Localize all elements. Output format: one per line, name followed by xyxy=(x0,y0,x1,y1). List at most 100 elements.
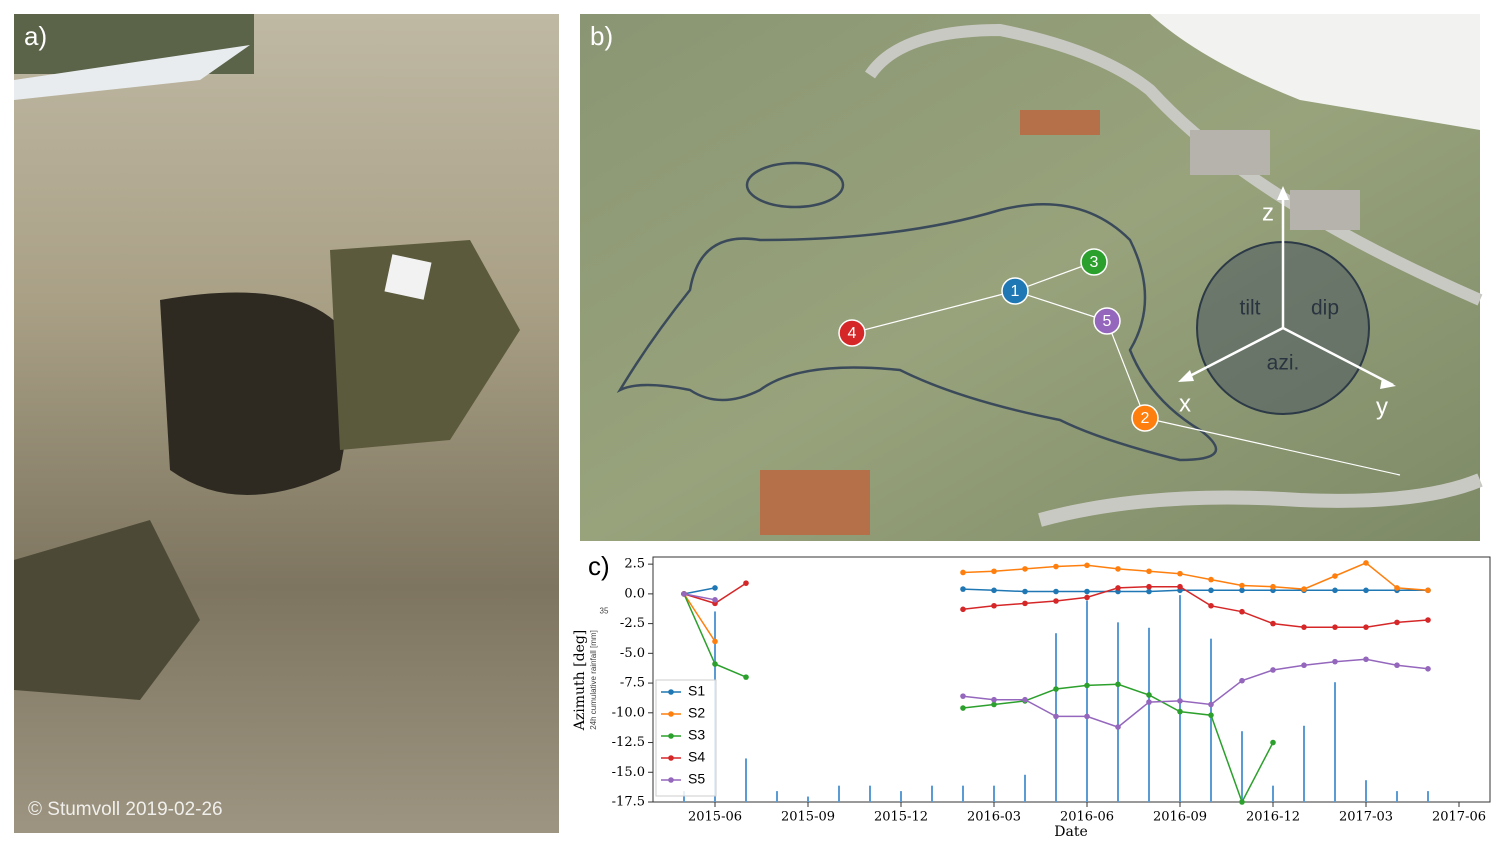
legend-label: S1 xyxy=(688,683,705,699)
legend-marker xyxy=(668,755,674,761)
legend-marker xyxy=(668,733,674,739)
map-outline xyxy=(616,203,1218,462)
series-point xyxy=(1239,608,1245,615)
x-tick-label: 2017-06 xyxy=(1432,810,1486,825)
y-tick-label: -2.5 xyxy=(620,616,645,631)
angle-label: dip xyxy=(1311,297,1339,320)
series-point xyxy=(743,580,749,586)
panel-label: c) xyxy=(588,551,610,581)
photo-snow xyxy=(14,45,250,100)
angle-label: tilt xyxy=(1240,297,1261,320)
legend-label: S5 xyxy=(688,771,705,787)
series-point xyxy=(743,674,749,680)
sensor-marker xyxy=(1001,277,1029,305)
legend-marker xyxy=(668,777,674,783)
rainfall-bar xyxy=(869,785,871,802)
axis-label: x xyxy=(1179,390,1191,417)
series-point xyxy=(1332,587,1338,594)
series-point xyxy=(1177,583,1183,590)
series-point xyxy=(1177,708,1183,715)
axis-arrow xyxy=(1181,326,1284,382)
x-tick-label: 2015-12 xyxy=(874,810,928,825)
series-point xyxy=(1270,620,1276,627)
series-point xyxy=(1301,624,1307,630)
legend-label: S2 xyxy=(688,705,705,721)
map-link xyxy=(851,290,1016,334)
photo-panel: a) © Stumvoll 2019-02-26 xyxy=(14,14,559,833)
sensor-label: 2 xyxy=(1141,410,1150,427)
rainfall-bar xyxy=(931,785,933,802)
axis-label: z xyxy=(1262,199,1274,226)
series-line xyxy=(683,587,1428,595)
series-point xyxy=(1115,585,1121,591)
series-point xyxy=(1146,583,1152,590)
series-point xyxy=(1208,602,1214,609)
series-point xyxy=(1363,587,1369,594)
series-point xyxy=(1239,587,1245,594)
rainfall-bar xyxy=(1241,731,1243,802)
series-point xyxy=(1053,588,1059,595)
series-point xyxy=(1394,662,1400,669)
rainfall-bar xyxy=(993,785,995,802)
series-point xyxy=(1084,682,1090,689)
series-point xyxy=(1332,624,1338,630)
map-sky xyxy=(1150,14,1480,130)
series-point xyxy=(1053,713,1059,720)
series-point xyxy=(991,696,997,703)
legend-marker xyxy=(668,711,674,717)
sensor-marker xyxy=(1131,404,1159,432)
map-outline xyxy=(745,161,845,209)
series-point xyxy=(991,602,997,609)
series-point xyxy=(1270,667,1276,673)
plot-area xyxy=(652,556,1491,803)
panel-label: a) xyxy=(24,21,47,51)
axis-label: y xyxy=(1376,393,1388,420)
rainfall-bar xyxy=(1086,600,1088,802)
series-line xyxy=(683,562,1429,642)
angle-label: azi. xyxy=(1267,352,1300,375)
rainfall-bar xyxy=(1148,627,1150,802)
y-axis-title: Azimuth [deg] xyxy=(572,630,588,731)
x-tick-label: 2016-09 xyxy=(1153,810,1207,825)
map-road xyxy=(1038,473,1483,527)
legend-marker xyxy=(668,689,674,695)
rainfall-bar xyxy=(962,785,964,802)
rainfall-bar xyxy=(776,791,778,802)
photo-credit: © Stumvoll 2019-02-26 xyxy=(28,799,223,820)
series-point xyxy=(1208,576,1214,583)
series-point xyxy=(1022,696,1028,703)
series-point xyxy=(1022,588,1028,595)
panel-label: b) xyxy=(590,21,613,51)
series-point xyxy=(960,606,966,613)
series-point xyxy=(960,569,966,576)
series-point xyxy=(1177,570,1183,577)
series-point xyxy=(1270,583,1276,590)
rainfall-bar xyxy=(900,791,902,802)
series-point xyxy=(681,591,687,597)
rainfall-bar xyxy=(1210,638,1212,802)
map-link xyxy=(1014,290,1108,322)
x-tick-label: 2015-09 xyxy=(781,810,835,825)
series-point xyxy=(1022,566,1028,572)
series-point xyxy=(1208,587,1214,594)
series-point xyxy=(1301,586,1307,592)
y2-axis-title: 24h cumulative rainfall [mm] xyxy=(589,630,598,730)
y-tick-label: 0.0 xyxy=(624,586,645,601)
y-tick-label: -7.5 xyxy=(620,676,645,691)
series-point xyxy=(1115,566,1121,572)
series-point xyxy=(1115,724,1121,730)
series-point xyxy=(1425,587,1431,594)
series-point xyxy=(1053,563,1059,570)
photo-sensor-box xyxy=(384,254,432,300)
rainfall-bar xyxy=(1334,682,1336,802)
rainfall-bar xyxy=(745,758,747,802)
legend-label: S3 xyxy=(688,727,705,743)
map-link xyxy=(1144,417,1401,476)
series-point xyxy=(712,638,718,645)
rainfall-bar xyxy=(1024,774,1026,802)
series-point xyxy=(1332,658,1338,665)
series-point xyxy=(1363,656,1369,663)
sensor-label: 3 xyxy=(1090,254,1099,271)
series-point xyxy=(1208,701,1214,708)
